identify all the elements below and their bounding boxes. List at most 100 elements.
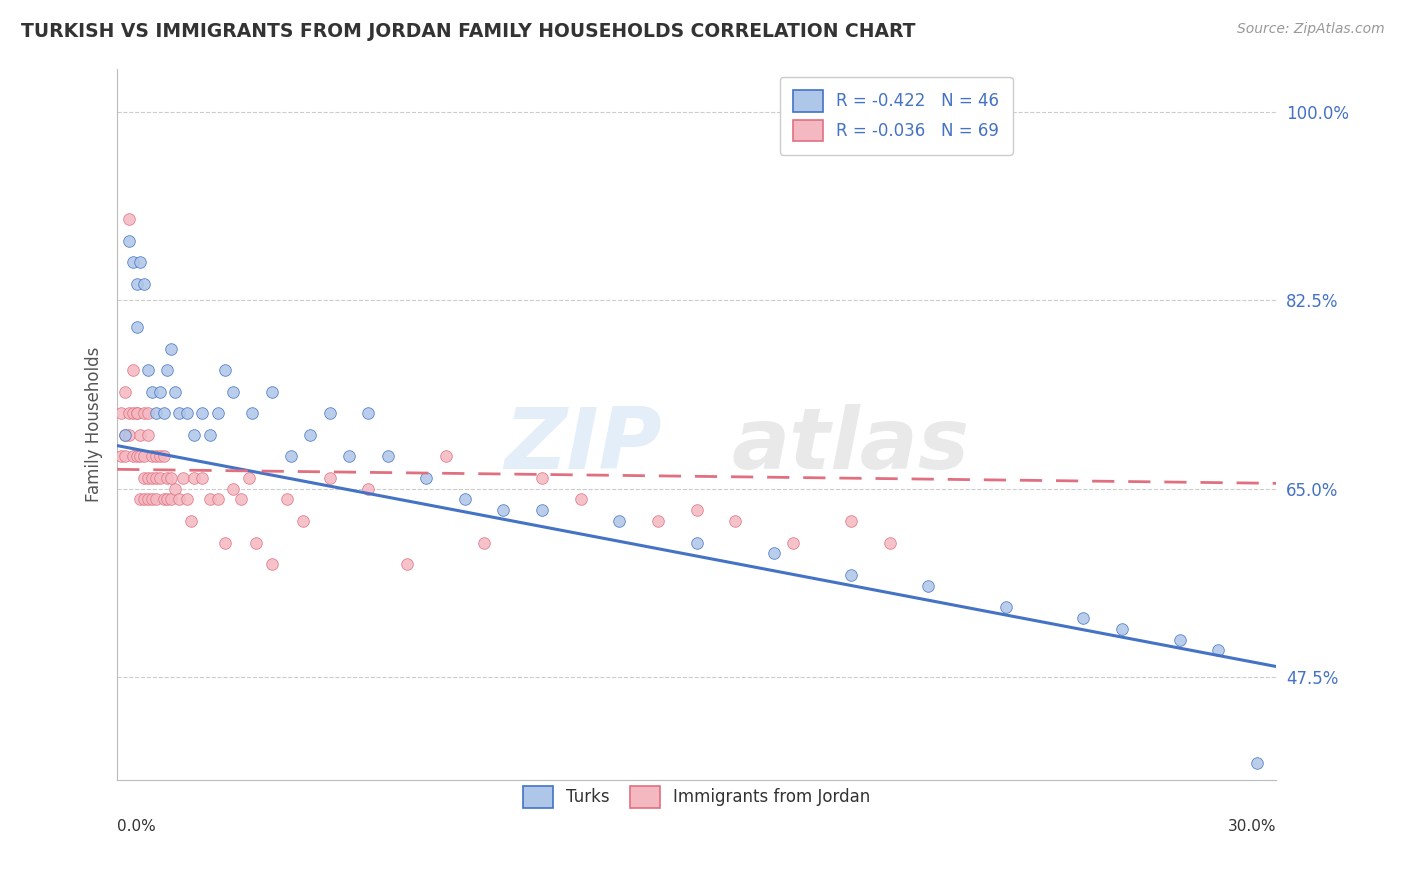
Point <box>724 514 747 528</box>
Point <box>318 406 340 420</box>
Point <box>121 363 143 377</box>
Point <box>415 471 437 485</box>
Point <box>172 471 194 485</box>
Point <box>152 450 174 464</box>
Point <box>134 277 156 291</box>
Point <box>1206 643 1229 657</box>
Point <box>129 492 152 507</box>
Point <box>125 450 148 464</box>
Point <box>176 406 198 420</box>
Point <box>280 450 302 464</box>
Point <box>136 406 159 420</box>
Point <box>395 557 418 571</box>
Point <box>762 546 785 560</box>
Point <box>121 450 143 464</box>
Point <box>149 384 172 399</box>
Point <box>207 492 229 507</box>
Point <box>377 450 399 464</box>
Point <box>114 450 136 464</box>
Point <box>434 450 457 464</box>
Point <box>145 450 167 464</box>
Point <box>152 406 174 420</box>
Point <box>191 471 214 485</box>
Point <box>156 363 179 377</box>
Point <box>160 471 183 485</box>
Point <box>222 482 245 496</box>
Point <box>136 492 159 507</box>
Point <box>121 406 143 420</box>
Point <box>183 427 205 442</box>
Point <box>531 503 554 517</box>
Legend: Turks, Immigrants from Jordan: Turks, Immigrants from Jordan <box>509 773 884 821</box>
Point <box>114 384 136 399</box>
Point <box>238 471 260 485</box>
Point <box>121 255 143 269</box>
Point <box>207 406 229 420</box>
Point <box>141 384 163 399</box>
Point <box>134 406 156 420</box>
Point <box>222 384 245 399</box>
Text: Source: ZipAtlas.com: Source: ZipAtlas.com <box>1237 22 1385 37</box>
Point <box>141 471 163 485</box>
Point <box>110 406 132 420</box>
Point <box>492 503 515 517</box>
Point <box>141 492 163 507</box>
Point <box>994 600 1017 615</box>
Text: atlas: atlas <box>731 404 970 487</box>
Text: ZIP: ZIP <box>505 404 662 487</box>
Point <box>118 234 141 248</box>
Point <box>114 427 136 442</box>
Point <box>180 514 202 528</box>
Point <box>337 450 360 464</box>
Point <box>141 450 163 464</box>
Point <box>299 427 322 442</box>
Point <box>149 450 172 464</box>
Point <box>134 492 156 507</box>
Point <box>183 471 205 485</box>
Point <box>156 492 179 507</box>
Point <box>136 471 159 485</box>
Point <box>291 514 314 528</box>
Point <box>149 471 172 485</box>
Point <box>260 557 283 571</box>
Point <box>472 535 495 549</box>
Point <box>114 427 136 442</box>
Point <box>839 568 862 582</box>
Point <box>165 384 187 399</box>
Point <box>118 406 141 420</box>
Point <box>1246 756 1268 771</box>
Point <box>531 471 554 485</box>
Point <box>214 535 236 549</box>
Text: TURKISH VS IMMIGRANTS FROM JORDAN FAMILY HOUSEHOLDS CORRELATION CHART: TURKISH VS IMMIGRANTS FROM JORDAN FAMILY… <box>21 22 915 41</box>
Point <box>685 535 707 549</box>
Y-axis label: Family Households: Family Households <box>86 346 103 502</box>
Point <box>229 492 252 507</box>
Point <box>357 406 380 420</box>
Point <box>1071 611 1094 625</box>
Point <box>242 406 264 420</box>
Point <box>260 384 283 399</box>
Point <box>647 514 669 528</box>
Text: 0.0%: 0.0% <box>117 819 156 834</box>
Point <box>134 471 156 485</box>
Point <box>167 406 190 420</box>
Point <box>198 492 221 507</box>
Point <box>118 212 141 227</box>
Point <box>1168 632 1191 647</box>
Point <box>145 471 167 485</box>
Point <box>156 471 179 485</box>
Point <box>879 535 901 549</box>
Point <box>145 492 167 507</box>
Point <box>129 450 152 464</box>
Point <box>839 514 862 528</box>
Point <box>318 471 340 485</box>
Point <box>118 427 141 442</box>
Point <box>110 450 132 464</box>
Point <box>145 406 167 420</box>
Point <box>357 482 380 496</box>
Point <box>129 427 152 442</box>
Point <box>125 320 148 334</box>
Point <box>136 363 159 377</box>
Point <box>782 535 804 549</box>
Point <box>125 406 148 420</box>
